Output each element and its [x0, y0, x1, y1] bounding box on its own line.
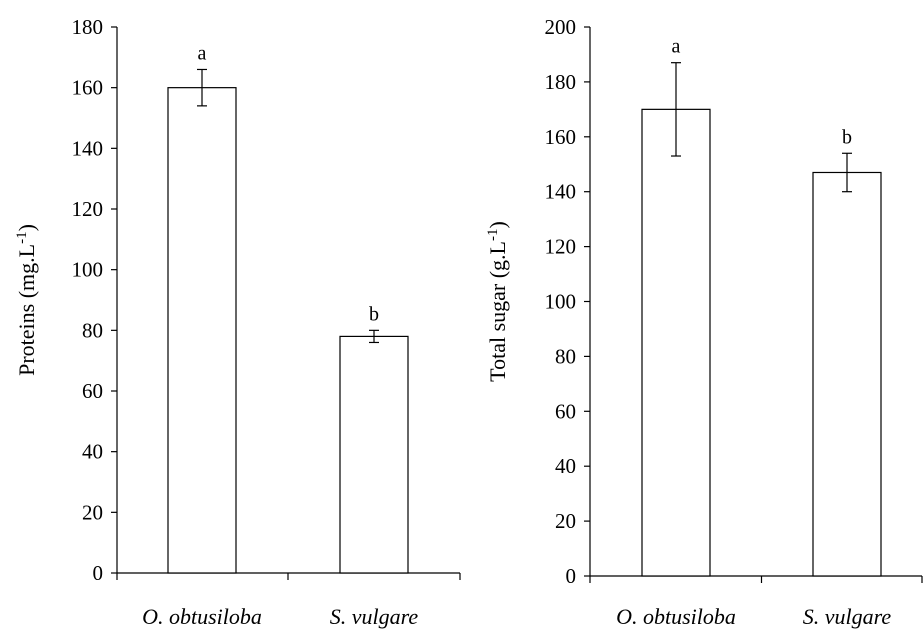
y-axis-title-text: Total sugar (g.L — [485, 241, 510, 382]
significance-label: b — [842, 126, 852, 148]
y-tick-label: 20 — [82, 500, 103, 524]
y-axis-title: Proteins (mg.L-1) — [14, 224, 39, 376]
significance-label: a — [672, 36, 681, 58]
significance-label: b — [369, 303, 379, 325]
y-tick-label: 200 — [545, 15, 577, 39]
y-tick-label: 0 — [566, 564, 577, 588]
y-tick-label: 60 — [82, 379, 103, 403]
bar — [339, 335, 409, 574]
y-tick-label: 80 — [555, 344, 576, 368]
category-label: S. vulgare — [330, 604, 419, 629]
significance-label: a — [198, 42, 207, 64]
y-tick-label: 180 — [545, 70, 577, 94]
y-tick-label: 100 — [72, 258, 104, 282]
y-tick-label: 100 — [545, 290, 577, 314]
y-tick-label: 160 — [545, 125, 577, 149]
y-axis-title-superscript: -1 — [485, 229, 501, 242]
y-tick-label: 140 — [545, 180, 577, 204]
y-tick-label: 40 — [82, 440, 103, 464]
y-axis-title-text: Proteins (mg.L — [14, 244, 39, 376]
y-tick-label: 140 — [72, 136, 104, 160]
category-label: O. obtusiloba — [142, 604, 262, 629]
y-tick-label: 80 — [82, 318, 103, 342]
y-tick-label: 60 — [555, 399, 576, 423]
y-tick-label: 0 — [93, 561, 104, 585]
y-axis-title-close: ) — [485, 221, 510, 228]
bar — [641, 108, 711, 577]
y-axis-title-superscript: -1 — [14, 231, 30, 244]
y-tick-label: 120 — [545, 235, 577, 259]
category-label: O. obtusiloba — [616, 604, 736, 629]
y-tick-label: 20 — [555, 509, 576, 533]
y-axis-title: Total sugar (g.L-1) — [485, 221, 510, 382]
y-tick-label: 180 — [72, 15, 104, 39]
chart-total-sugar: 0 20 40 60 80 100 120 140 160 180 200 a O. obtusilob… — [485, 15, 923, 629]
y-tick-label: 40 — [555, 454, 576, 478]
category-label: S. vulgare — [803, 604, 892, 629]
y-tick-label: 160 — [72, 76, 104, 100]
y-tick-label: 120 — [72, 197, 104, 221]
y-axis-title-close: ) — [14, 224, 39, 231]
bar — [167, 87, 237, 574]
chart-proteins: 0 20 40 60 80 100 120 140 160 180 a O. obtusiloba b S… — [14, 15, 461, 629]
bar — [812, 171, 882, 577]
